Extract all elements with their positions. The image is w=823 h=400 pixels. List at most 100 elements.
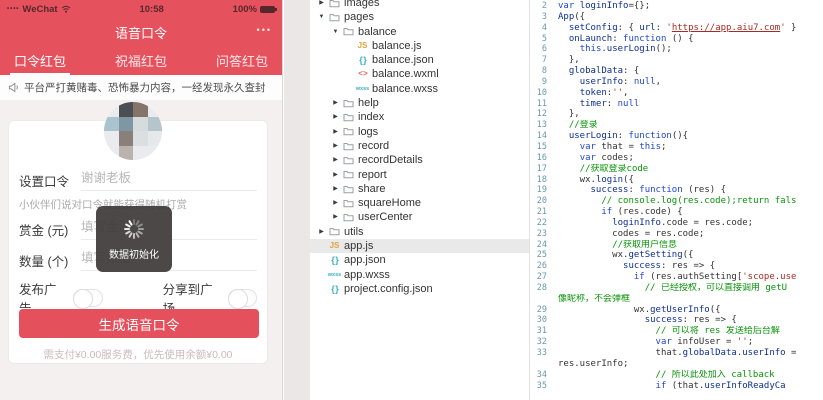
phone-navbar: 语音口令 ••• [0,18,282,46]
code-line: 像昵称，不会弹框 [530,294,823,305]
tree-item-recordDetails[interactable]: ▶ recordDetails [310,153,529,167]
generate-voice-command-button[interactable]: 生成语音口令 [19,309,259,338]
password-input[interactable] [81,169,257,191]
tree-item-balance.wxml[interactable]: < > balance.wxml [310,67,529,81]
tree-item-project.config.json[interactable]: { } project.config.json [310,282,529,296]
code-line: 29 wx.getUserInfo({ [530,305,823,316]
tree-item-index[interactable]: ▶ index [310,110,529,124]
tree-item-balance[interactable]: ▼ balance [310,25,529,39]
code-text: // 可以将 res 发送给后台解 [655,326,780,337]
code-text: // 已经授权，可以直接调用 getU [644,282,788,293]
line-number: 35 [536,380,547,391]
line-number: 3 [541,11,547,22]
code-line: 33 that.globalData.userInfo = [530,348,823,359]
code-text: codes = res.code; [558,228,705,239]
tree-item-images[interactable]: ▶ images [310,0,529,10]
code-line: res.userInfo; [530,359,823,370]
line-number [530,294,558,305]
tab-qa-redpacket[interactable]: 问答红包 [215,54,268,69]
line-number: 6 [541,44,547,55]
code-text: wx.getSetting({ [558,250,694,261]
line-number: 9 [541,76,547,87]
tree-item-label: balance.wxss [372,82,439,95]
chevron-right-icon: ▶ [333,114,338,121]
wxss-file-icon: wxss [355,85,370,92]
line-number: 24 [536,239,547,250]
tree-item-label: balance [358,25,397,38]
tree-item-pages[interactable]: ▼ pages [310,10,529,24]
tab-blessing-redpacket[interactable]: 祝福红包 [114,54,167,69]
tree-item-balance.json[interactable]: { } balance.json [310,53,529,67]
line-number: 19 [536,185,547,196]
code-line: 30 success: res => { [530,315,823,326]
code-line: 12 }, [530,109,823,120]
code-line: 20 // console.log(res.code);return fals [530,196,823,207]
tree-item-label: userCenter [358,211,413,224]
code-text: that.globalData.userInfo = [558,348,797,358]
line-number: 20 [536,196,547,207]
code-text: wx.login({ [558,174,634,185]
tab-bar: 口令红包 祝福红包 问答红包 [0,46,282,75]
clock: 10:58 [139,3,164,15]
tree-item-label: utils [344,225,364,238]
signal-dots-icon: •••• [7,6,20,12]
loading-toast-text: 数据初始化 [109,250,159,261]
wifi-icon [61,5,70,13]
code-line: 16 var codes; [530,153,823,164]
tree-item-utils[interactable]: ▶ utils [310,225,529,239]
folder-icon [341,27,356,36]
chevron-down-icon: ▼ [318,14,325,21]
code-text: var loginInfo={}; [558,1,651,11]
chevron-right-icon: ▶ [319,0,324,6]
tree-item-app.json[interactable]: { } app.json [310,253,529,267]
tree-item-help[interactable]: ▶ help [310,96,529,110]
tree-item-squareHome[interactable]: ▶ squareHome [310,196,529,210]
miniprogram-menu-button[interactable]: ••• [256,25,272,35]
tree-item-record[interactable]: ▶ record [310,139,529,153]
tree-item-app.wxss[interactable]: wxss app.wxss [310,268,529,282]
line-number: 10 [536,87,547,98]
line-number: 26 [536,261,547,272]
code-text: loginInfo.code = res.code; [612,217,754,228]
publish-ad-toggle[interactable] [73,289,103,309]
notice-bar: 平台严打黄赌毒、恐怖暴力内容，一经发现永久查封 [0,75,282,100]
chevron-right-icon: ▶ [333,128,338,135]
tree-item-balance.js[interactable]: JS balance.js [310,39,529,53]
tree-item-label: balance.wxml [372,68,439,81]
tree-item-share[interactable]: ▶ share [310,182,529,196]
tree-item-label: share [358,182,386,195]
tree-item-logs[interactable]: ▶ logs [310,125,529,139]
line-number: 5 [541,33,547,44]
code-text: onLaunch: function () { [568,33,694,44]
share-square-toggle[interactable] [227,289,257,309]
code-line: 15 var that = this; [530,142,823,153]
json-file-icon: { } [331,255,338,266]
tree-item-balance.wxss[interactable]: wxss balance.wxss [310,82,529,96]
code-text: this.userLogin(); [579,44,672,55]
phone-status-bar: •••• WeChat 10:58 100% [0,0,282,18]
tree-item-userCenter[interactable]: ▶ userCenter [310,210,529,224]
line-number: 28 [536,282,547,293]
tree-item-label: index [358,111,385,124]
tab-command-redpacket[interactable]: 口令红包 [9,47,71,75]
line-number: 31 [536,326,547,337]
battery-icon [259,5,277,13]
tree-item-report[interactable]: ▶ report [310,168,529,182]
line-number: 27 [536,272,547,283]
notice-text: 平台严打黄赌毒、恐怖暴力内容，一经发现永久查封 [24,82,266,94]
carrier-label: WeChat [22,3,58,15]
tree-item-label: project.config.json [344,282,433,295]
folder-icon [327,227,342,236]
code-line: 27 if (res.authSetting['scope.use [530,272,823,283]
file-tree[interactable]: ▶ images ▼ pages ▼ balance JS balance.js { } bala… [310,0,530,400]
code-line: 23 codes = res.code; [530,229,823,240]
code-text: // 所以此处加入 callback [655,369,775,380]
code-editor[interactable]: 2 var loginInfo={}; 3 App({4 setConfig: { u… [530,0,823,400]
code-line: 22 loginInfo.code = res.code; [530,218,823,229]
tree-item-app.js[interactable]: JS app.js [310,239,529,254]
code-text: success: res => { [623,261,716,272]
line-number [530,359,558,370]
code-line: 5 onLaunch: function () { [530,34,823,45]
code-text: timer: null [579,98,640,109]
